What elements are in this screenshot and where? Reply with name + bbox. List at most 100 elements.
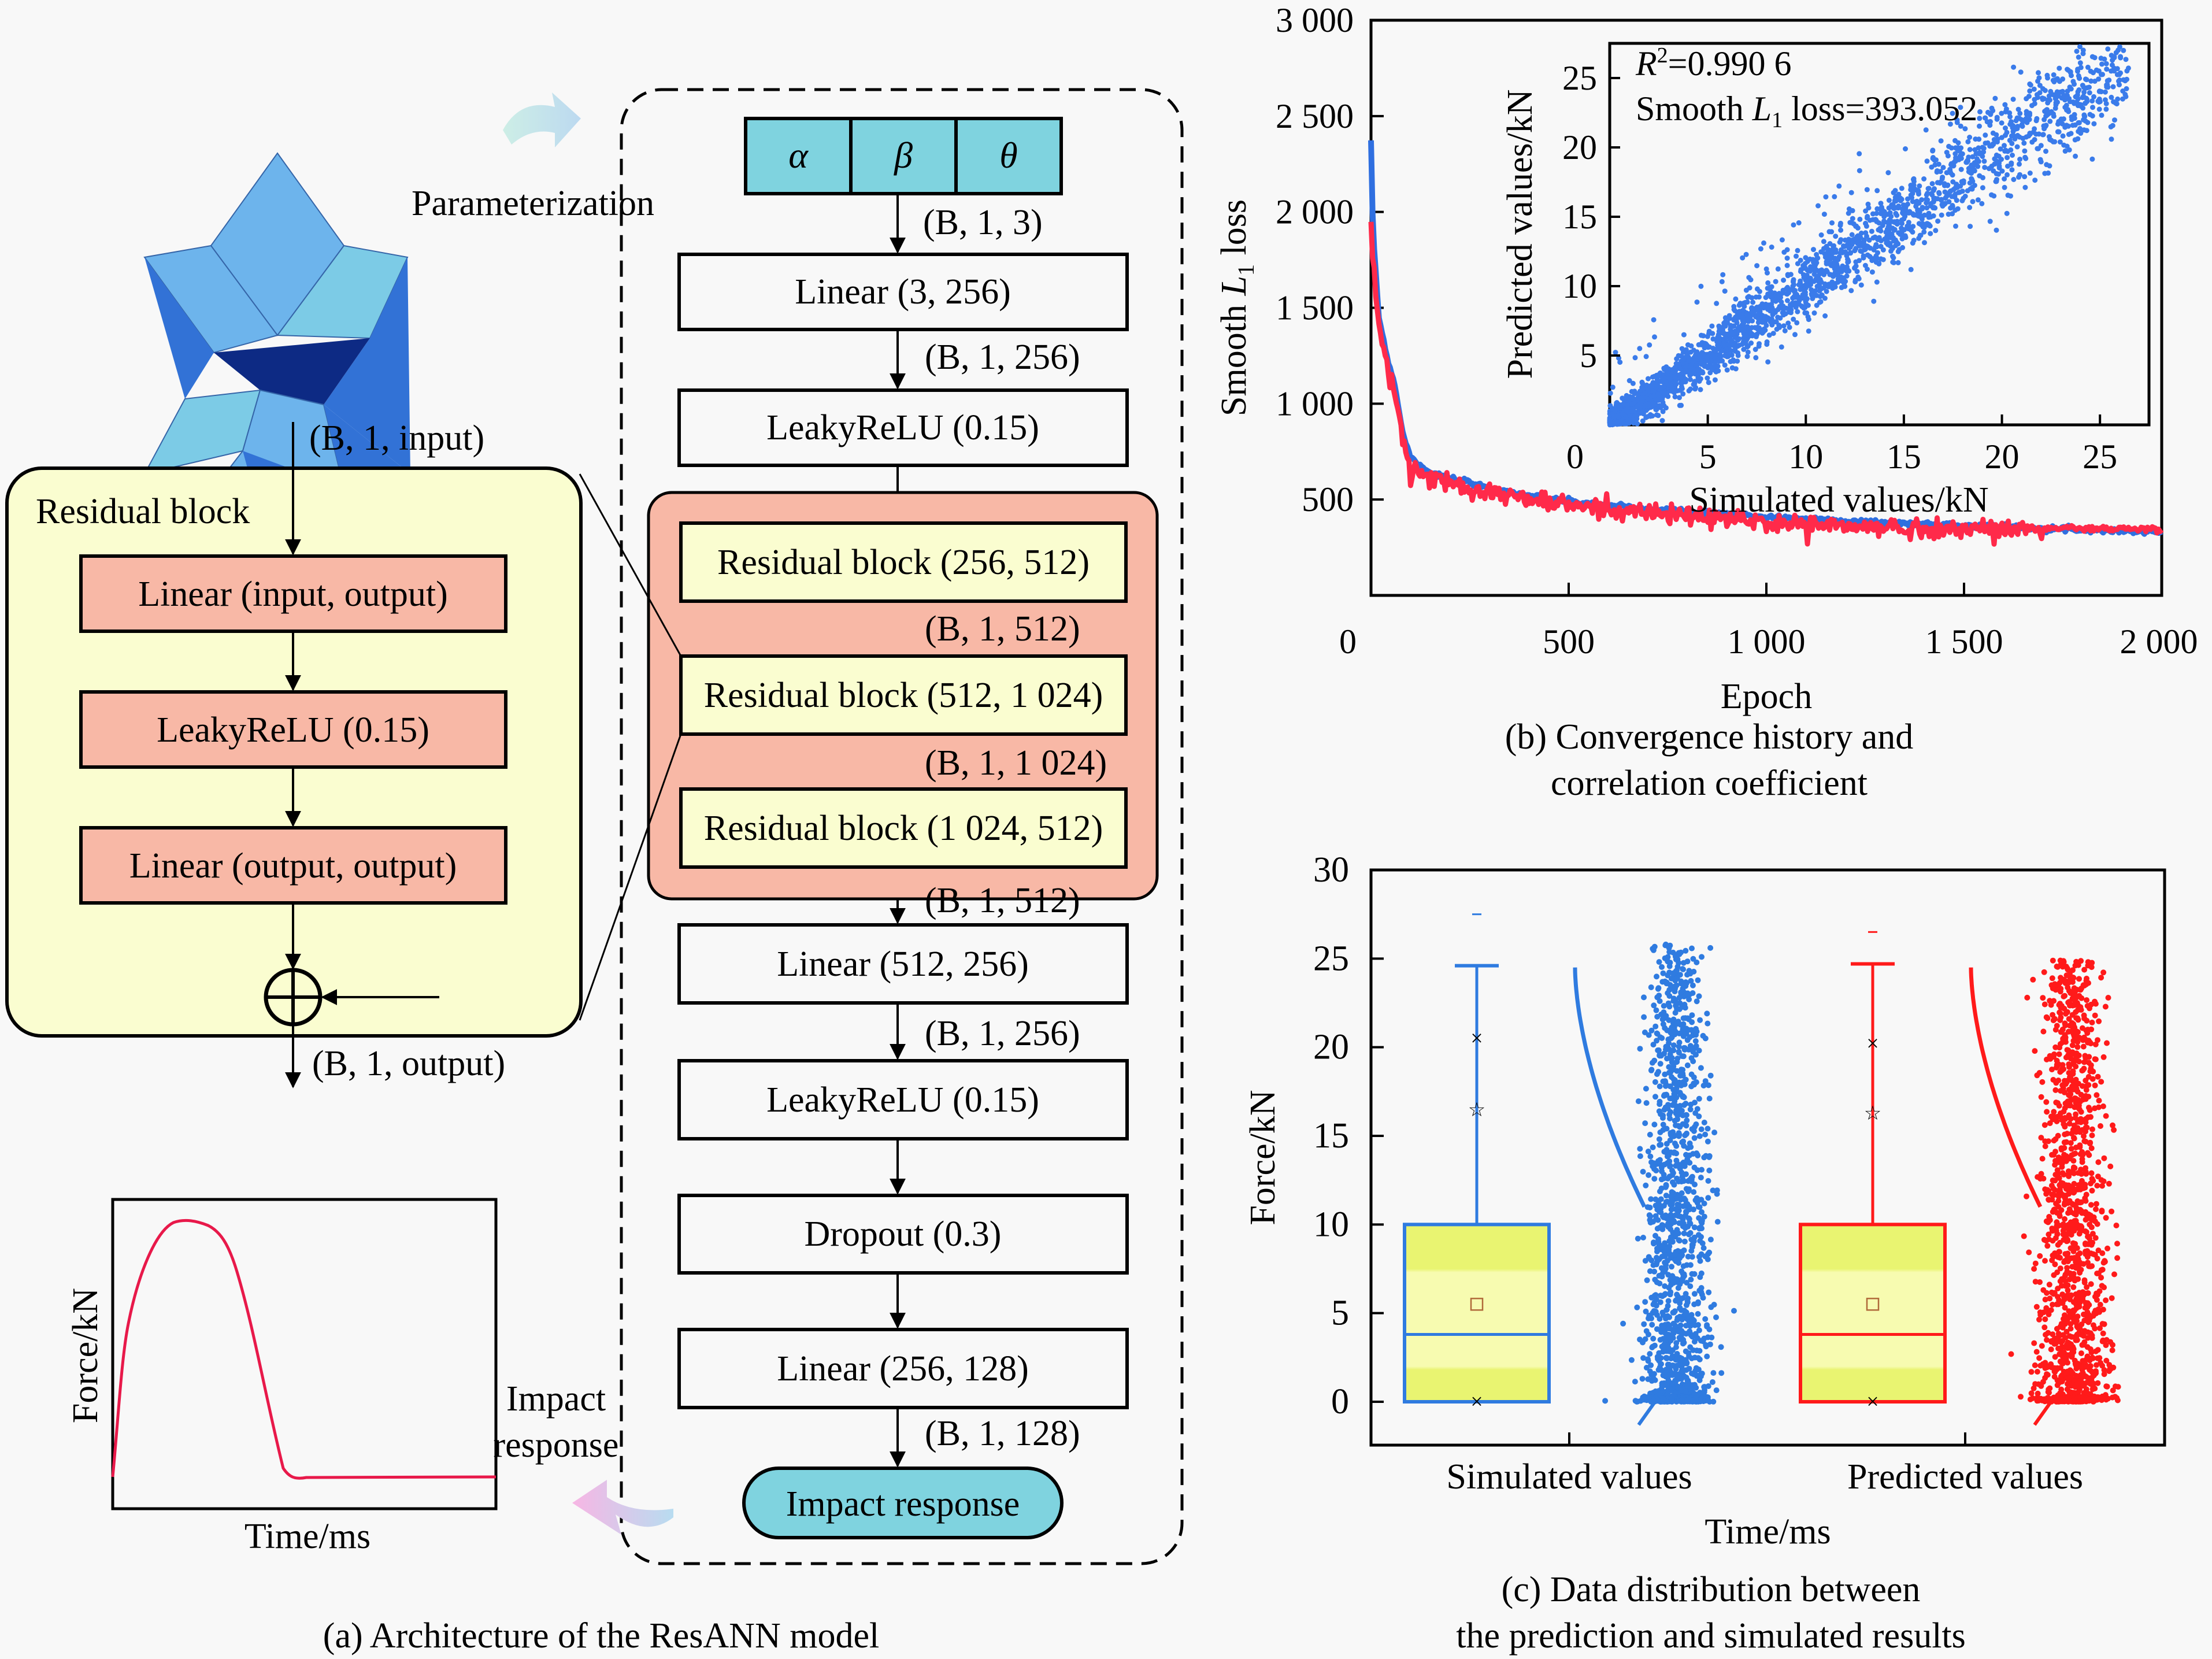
scatter-point — [1965, 158, 1970, 164]
scatter-point — [2017, 157, 2023, 162]
jitter-point — [1650, 1042, 1657, 1048]
scatter-point — [1833, 249, 1839, 255]
scatter-point — [1651, 401, 1657, 407]
jitter-point — [1693, 1121, 1699, 1127]
scatter-point — [1781, 277, 1787, 283]
jitter-point — [1697, 1238, 1703, 1244]
layer-residual-256-512 — [679, 521, 1128, 603]
jitter-point — [1687, 1331, 1694, 1336]
scatter-point — [2020, 124, 2025, 129]
jitter-point — [1676, 1039, 1683, 1046]
input-vector: α β θ — [744, 117, 1063, 195]
scatter-point — [1948, 145, 1954, 151]
jitter-point — [1648, 984, 1654, 990]
scatter-point — [1795, 247, 1800, 253]
scatter-point — [1804, 283, 1810, 288]
jitter-point — [2087, 1221, 2093, 1228]
scatter-point — [1845, 256, 1850, 262]
jitter-point — [1707, 1236, 1714, 1243]
jitter-point — [1662, 1071, 1668, 1077]
jitter-point — [1665, 958, 1671, 964]
jitter-point — [1667, 1386, 1673, 1393]
scatter-point — [1980, 185, 1985, 191]
jitter-point — [2028, 1369, 2035, 1375]
jitter-point — [1676, 1376, 1683, 1382]
scatter-point — [1850, 216, 1855, 221]
jitter-point — [1673, 1081, 1680, 1087]
jitter-point — [1711, 1130, 1718, 1136]
scatter-point — [2009, 140, 2015, 146]
jitter-point — [1602, 1398, 1609, 1404]
jitter-point — [2036, 1316, 2042, 1323]
scatter-point — [1726, 342, 1732, 347]
jitter-point — [1694, 1028, 1700, 1035]
jitter-point — [2078, 995, 2085, 1001]
scatter-point — [1620, 401, 1626, 407]
jitter-point — [2083, 1198, 2089, 1204]
jitter-point — [2094, 1221, 2100, 1227]
inset-y-tick-label: 25 — [1562, 59, 1597, 97]
scatter-point — [2040, 132, 2046, 138]
jitter-point — [1665, 1046, 1671, 1052]
jitter-point — [2083, 1087, 2089, 1093]
scatter-point — [2009, 167, 2015, 173]
scatter-point — [1865, 244, 1871, 250]
scatter-point — [1640, 418, 1646, 424]
scatter-point — [1803, 255, 1809, 261]
scatter-point — [1970, 199, 1976, 205]
jitter-point — [1673, 1195, 1680, 1202]
jitter-point — [2039, 1343, 2045, 1349]
scatter-point — [1951, 160, 1957, 165]
jitter-point — [1668, 1349, 1674, 1355]
jitter-point — [1635, 1098, 1642, 1105]
jitter-point — [1645, 1149, 1651, 1154]
scatter-point — [1947, 169, 1953, 174]
jitter-point — [2046, 1282, 2052, 1288]
scatter-point — [1645, 387, 1651, 393]
scatter-point — [1836, 183, 1842, 189]
jitter-point — [2052, 1354, 2058, 1360]
jitter-point — [2093, 1206, 2099, 1212]
jitter-point — [1687, 971, 1694, 977]
scatter-point — [1863, 208, 1869, 214]
jitter-point — [1707, 1341, 1713, 1347]
jitter-point — [1705, 1020, 1711, 1027]
jitter-point — [1689, 990, 1696, 996]
scatter-point — [2068, 69, 2073, 75]
inset-x-tick-label: 10 — [1788, 438, 1823, 476]
scatter-point — [1798, 280, 1803, 286]
scatter-point — [1784, 262, 1790, 268]
scatter-point — [1765, 270, 1770, 276]
jitter-point — [1665, 1105, 1671, 1112]
y-tick-label: 15 — [1313, 1116, 1349, 1156]
jitter-point — [1691, 1224, 1698, 1231]
jitter-point — [1653, 1007, 1659, 1013]
scatter-point — [2011, 64, 2017, 70]
jitter-point — [2033, 1304, 2040, 1310]
model-container — [620, 88, 1184, 1565]
scatter-point — [1814, 274, 1820, 280]
jitter-point — [1660, 1078, 1666, 1084]
inset-x-tick-label: 0 — [1566, 438, 1584, 476]
jitter-point — [1688, 1046, 1695, 1052]
jitter-point — [1700, 1083, 1707, 1088]
scatter-point — [1768, 284, 1773, 290]
jitter-point — [1685, 1313, 1692, 1320]
scatter-point — [1727, 336, 1733, 342]
jitter-point — [1686, 1365, 1692, 1372]
inset-y-tick-label: 15 — [1562, 198, 1597, 236]
jitter-point — [1673, 1143, 1680, 1149]
layer-linear-512-256 — [677, 923, 1129, 1005]
jitter-point — [2094, 1201, 2099, 1207]
scatter-point — [1900, 209, 1906, 214]
jitter-point — [1651, 1121, 1658, 1128]
jitter-point — [1684, 1397, 1691, 1403]
jitter-point — [2113, 1223, 2120, 1228]
scatter-point — [1832, 262, 1837, 267]
jitter-point — [1687, 1106, 1694, 1113]
scatter-point — [1970, 179, 1976, 184]
jitter-point — [1639, 1376, 1646, 1382]
scatter-point — [1959, 179, 1965, 184]
jitter-point — [1689, 1371, 1695, 1376]
scatter-point — [1785, 320, 1791, 326]
